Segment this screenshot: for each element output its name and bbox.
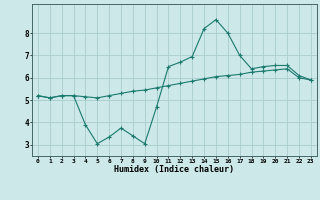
X-axis label: Humidex (Indice chaleur): Humidex (Indice chaleur)	[115, 165, 234, 174]
